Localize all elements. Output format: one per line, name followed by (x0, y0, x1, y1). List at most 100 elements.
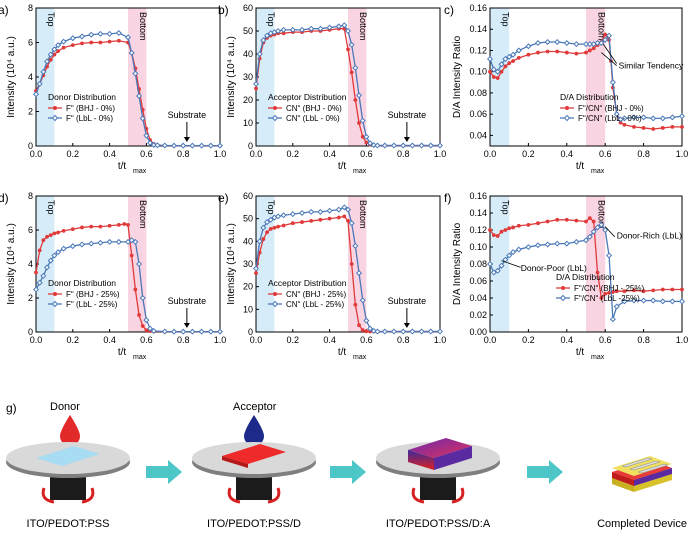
data-point (261, 237, 266, 241)
data-point (503, 228, 508, 232)
data-point (349, 70, 354, 75)
rotation-arrow-icon (411, 487, 425, 504)
data-point (650, 297, 657, 304)
data-point (357, 323, 361, 328)
similar-tendency-annotation: Similar Tendency (619, 61, 684, 71)
step-label-2: ITO/PEDOT:PSS/D (207, 518, 301, 530)
y-tick-label: 60 (243, 191, 253, 201)
step-label-3: ITO/PEDOT:PSS/D:A (386, 518, 491, 530)
data-point (265, 230, 269, 235)
data-point (491, 75, 496, 79)
y-tick-label: 0.08 (469, 88, 487, 98)
x-axis-label: t/t (576, 161, 585, 172)
data-point (144, 328, 149, 333)
data-point (651, 127, 656, 131)
data-point (602, 226, 609, 234)
data-point (341, 22, 348, 29)
legend-entry: Fʺ (BHJ - 0%) (66, 104, 115, 113)
data-point (525, 43, 532, 50)
y-tick-label: 8 (28, 3, 33, 13)
data-point (515, 47, 522, 54)
data-point (47, 51, 54, 58)
data-point (659, 115, 666, 122)
data-point (526, 52, 531, 57)
legend-entry: CNʺ (BHJ - 25%) (286, 290, 347, 299)
x-tick-label: 1.0 (214, 335, 227, 345)
data-point (97, 30, 104, 37)
data-point (641, 126, 646, 130)
x-tick-label: 0.6 (140, 335, 153, 345)
data-point (555, 217, 560, 222)
substrate-annotation: Substrate (388, 296, 427, 306)
x-axis-label-subscript: max (591, 354, 605, 361)
top-region-shade (256, 8, 275, 146)
data-point (140, 324, 145, 328)
x-tick-label: 0.4 (323, 149, 336, 159)
legend-title: D/A Distribution (556, 272, 615, 282)
data-point (69, 243, 76, 250)
device-active-front (634, 468, 672, 486)
panel-label-g: g) (6, 401, 17, 415)
x-tick-label: 1.0 (676, 335, 689, 345)
y-axis-label: D/A Intensity Ratio (452, 35, 463, 118)
data-point (280, 26, 287, 33)
data-point (418, 142, 425, 149)
annotation-arrow (604, 226, 616, 238)
step-label-1: ITO/PEDOT:PSS (27, 518, 110, 530)
y-tick-label: 20 (243, 95, 253, 105)
data-point (349, 262, 354, 266)
y-tick-label: 10 (243, 118, 253, 128)
y-tick-label: 0.04 (469, 130, 487, 140)
panel-label: b) (218, 3, 229, 17)
y-tick-label: 0 (248, 141, 253, 151)
data-point (40, 272, 47, 279)
data-point (536, 221, 540, 226)
data-point (207, 328, 214, 335)
data-point (630, 297, 638, 304)
data-point (280, 212, 287, 219)
data-point (427, 142, 434, 149)
rotation-arrow-icon (451, 487, 465, 504)
data-point (143, 317, 150, 324)
legend-entry: Fʺ (BHJ - 25%) (66, 290, 120, 299)
data-point (640, 114, 647, 121)
y-tick-label: 0 (28, 327, 33, 337)
data-point (498, 61, 505, 68)
data-point (342, 214, 347, 219)
legend-marker (561, 286, 565, 290)
data-point (44, 58, 51, 65)
x-tick-label: 0.6 (360, 149, 373, 159)
y-tick-label: 0.08 (469, 259, 487, 269)
data-point (150, 141, 157, 148)
legend-marker (51, 300, 59, 308)
data-point (70, 43, 75, 47)
data-point (256, 238, 263, 245)
data-point (344, 206, 352, 213)
arrow-head-icon (183, 323, 190, 328)
data-point (139, 115, 146, 122)
data-point (564, 217, 569, 222)
donor-rich-annotation: Donor-Rich (LbL) (617, 231, 682, 241)
y-tick-label: 50 (243, 26, 253, 36)
data-point (107, 223, 112, 228)
data-point (88, 31, 95, 38)
substrate-annotation: Substrate (168, 110, 207, 120)
data-point (260, 37, 267, 44)
data-point (346, 219, 350, 223)
donor-layer (222, 444, 286, 464)
x-tick-label: 0.8 (397, 149, 410, 159)
data-point (264, 219, 271, 226)
x-tick-label: 0.4 (561, 335, 574, 345)
acceptor-droplet-icon (244, 415, 264, 446)
data-point (659, 298, 666, 305)
x-axis-label-subscript: max (353, 354, 367, 361)
x-tick-label: 0.0 (484, 335, 497, 345)
legend-entry: CNʺ (LbL - 25%) (286, 300, 344, 309)
data-point (587, 216, 592, 221)
data-point (669, 114, 676, 121)
data-point (591, 219, 596, 224)
data-point (618, 120, 623, 125)
data-point (573, 238, 580, 245)
process-schematic: g) Donor Acceptor ITO/PEDOT:PSS (6, 401, 687, 530)
